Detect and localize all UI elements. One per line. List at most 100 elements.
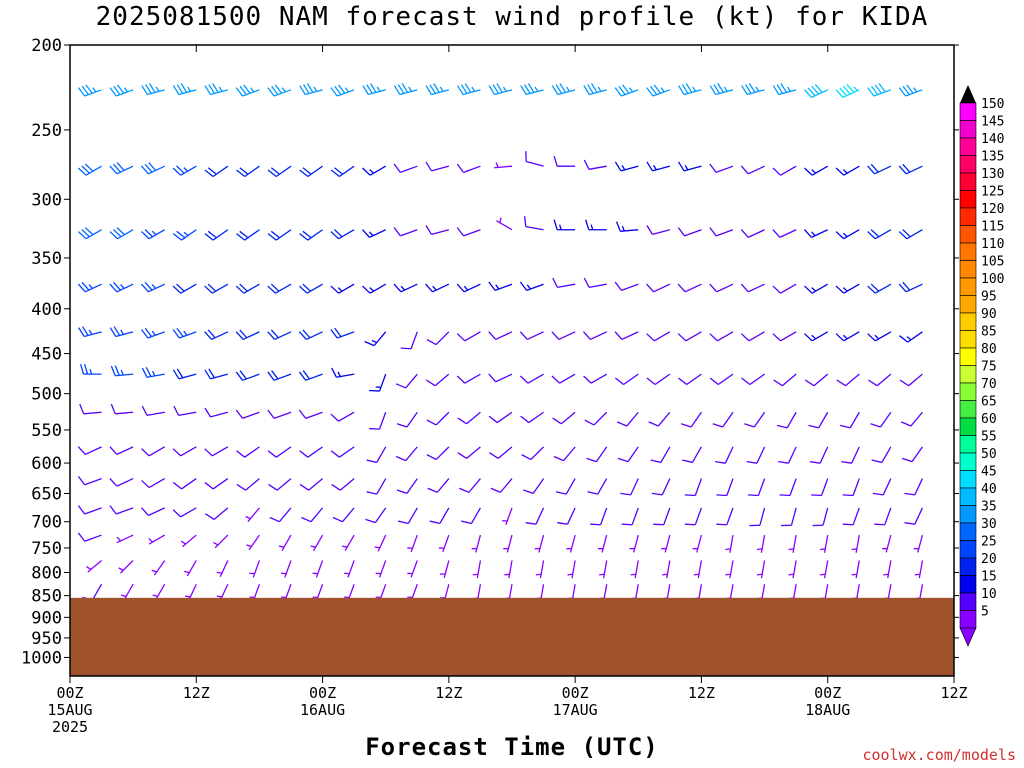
barb-full xyxy=(457,417,467,425)
wind-barb xyxy=(557,507,576,525)
wind-barb xyxy=(496,217,513,231)
wind-barb xyxy=(881,534,892,553)
barb-staff xyxy=(148,165,165,175)
barb-staff xyxy=(874,229,892,240)
wind-barb xyxy=(621,507,639,526)
barb-full xyxy=(79,403,85,415)
wind-barb xyxy=(898,84,923,97)
barb-half xyxy=(118,567,124,571)
barb-full xyxy=(204,85,212,95)
wind-barb xyxy=(141,366,165,378)
colorbar-cell xyxy=(959,312,977,331)
colorbar-cell xyxy=(959,330,977,349)
barb-full xyxy=(836,379,846,387)
barb-staff xyxy=(588,283,607,288)
wind-barb xyxy=(567,560,576,579)
barb-staff xyxy=(560,411,576,425)
barb-full xyxy=(842,494,854,497)
barb-full xyxy=(867,87,875,97)
barb-full xyxy=(109,87,117,97)
x-tick-label: 16AUG xyxy=(300,701,345,719)
colorbar-cell xyxy=(959,137,977,156)
barb-staff xyxy=(819,446,829,464)
barb-half xyxy=(874,334,880,340)
wind-barb xyxy=(77,446,102,456)
barb-half xyxy=(788,573,794,576)
barb-full xyxy=(740,333,750,342)
barb-full xyxy=(270,329,279,339)
barb-full xyxy=(772,167,782,176)
barb-staff xyxy=(344,534,355,551)
wind-barb xyxy=(78,326,102,338)
barb-full xyxy=(81,281,90,291)
barb-full xyxy=(176,327,184,338)
barb-full xyxy=(270,283,280,292)
x-tick-label: 12Z xyxy=(940,684,967,702)
barb-half xyxy=(88,329,93,335)
barb-full xyxy=(684,523,696,526)
barb-full xyxy=(772,333,782,342)
barb-full xyxy=(113,281,121,291)
wind-barb xyxy=(677,227,702,237)
barb-staff xyxy=(115,373,134,377)
wind-barb xyxy=(375,560,387,578)
barb-full xyxy=(488,415,498,424)
barb-half xyxy=(152,594,158,597)
barb-full xyxy=(677,227,686,237)
barb-full xyxy=(898,231,908,240)
barb-full xyxy=(898,87,907,97)
barb-staff xyxy=(843,331,860,342)
barb-staff xyxy=(148,283,165,293)
wind-barb xyxy=(109,84,134,97)
barb-staff xyxy=(569,534,576,553)
barb-staff xyxy=(305,331,323,341)
barb-full xyxy=(365,518,376,524)
wind-barb xyxy=(899,373,923,387)
barb-half xyxy=(151,230,157,236)
barb-staff xyxy=(475,534,482,553)
barb-staff xyxy=(305,89,323,96)
barb-full xyxy=(397,520,409,525)
barb-staff xyxy=(748,331,765,342)
wind-barb xyxy=(267,409,292,420)
wind-barb xyxy=(488,411,513,424)
wind-barb xyxy=(740,165,765,175)
barb-staff xyxy=(654,373,671,386)
barb-full xyxy=(303,84,310,94)
colorbar-cell xyxy=(959,382,977,401)
barb-full xyxy=(302,283,311,292)
barb-staff xyxy=(305,411,323,420)
barb-half xyxy=(851,548,857,551)
wind-barb xyxy=(662,560,671,579)
barb-full xyxy=(83,363,89,375)
barb-staff xyxy=(538,534,545,553)
barb-full xyxy=(809,461,821,464)
barb-staff xyxy=(378,373,387,392)
wind-barb xyxy=(298,329,323,341)
barb-staff xyxy=(431,89,450,96)
barb-staff xyxy=(468,478,481,493)
barb-full xyxy=(874,84,882,94)
barb-full xyxy=(456,283,465,293)
barb-full xyxy=(867,379,878,387)
barb-full xyxy=(145,84,152,94)
barb-staff xyxy=(530,446,545,461)
wind-barb xyxy=(867,83,892,97)
barb-full xyxy=(523,489,534,494)
wind-barb xyxy=(740,229,765,238)
barb-half xyxy=(787,86,791,92)
colorbar-label: 130 xyxy=(981,167,1004,182)
wind-barb xyxy=(267,165,292,178)
colorbar-label: 110 xyxy=(981,237,1004,252)
barb-staff xyxy=(664,534,671,553)
barb-staff xyxy=(905,89,923,97)
colorbar-label: 30 xyxy=(981,517,997,532)
barb-half xyxy=(502,86,507,92)
barb-full xyxy=(235,371,244,381)
wind-barb xyxy=(456,373,481,384)
barb-full xyxy=(902,85,910,95)
colorbar-label: 15 xyxy=(981,570,997,585)
wind-barb xyxy=(653,507,671,526)
barb-full xyxy=(267,87,275,97)
colorbar-cell xyxy=(959,207,977,226)
